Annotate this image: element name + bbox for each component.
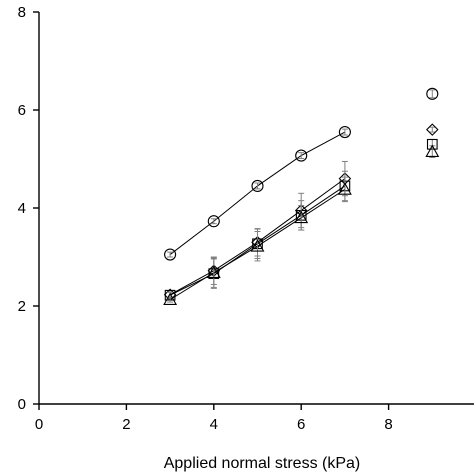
triangle-marker	[163, 292, 178, 305]
tick-labels: 0 2 4 6 8 0 2 4 6 8	[18, 4, 393, 433]
circle-marker	[426, 87, 439, 100]
circle-marker	[251, 179, 264, 192]
diamond-marker	[426, 123, 439, 136]
triangle-marker	[337, 182, 352, 195]
series-layer	[163, 87, 440, 305]
x-tick-label: 2	[122, 416, 130, 433]
data-point	[251, 179, 264, 192]
triangle-marker	[425, 144, 440, 157]
triangle-marker	[206, 265, 221, 279]
y-tick-label: 8	[18, 4, 26, 21]
data-point	[164, 248, 177, 261]
y-tick-label: 6	[18, 102, 26, 119]
y-tick-label: 2	[18, 298, 26, 315]
x-tick-label: 8	[384, 416, 392, 433]
isolated-point	[425, 144, 440, 159]
circle-marker	[164, 248, 177, 261]
triangle-marker	[294, 210, 309, 224]
x-tick-label: 0	[35, 416, 43, 433]
axes	[38, 12, 474, 405]
circle-marker	[338, 126, 351, 139]
data-point	[337, 182, 352, 195]
y-tick-label: 0	[18, 396, 26, 413]
data-point	[338, 126, 351, 139]
series-circle	[164, 87, 439, 261]
x-tick-label: 4	[210, 416, 218, 433]
data-point	[250, 239, 265, 252]
data-point	[207, 215, 220, 228]
data-point	[206, 265, 221, 279]
isolated-point	[426, 87, 439, 100]
data-point	[163, 292, 178, 305]
series-triangle	[163, 144, 440, 305]
tick-marks	[33, 11, 390, 410]
data-point	[294, 210, 309, 224]
isolated-point	[426, 123, 439, 136]
x-axis-title: Applied normal stress (kPa)	[164, 455, 361, 472]
circle-marker	[207, 215, 220, 228]
triangle-marker	[250, 239, 265, 252]
circle-marker	[295, 149, 308, 162]
y-tick-label: 4	[18, 200, 26, 217]
data-point	[295, 149, 308, 162]
x-tick-label: 6	[297, 416, 305, 433]
